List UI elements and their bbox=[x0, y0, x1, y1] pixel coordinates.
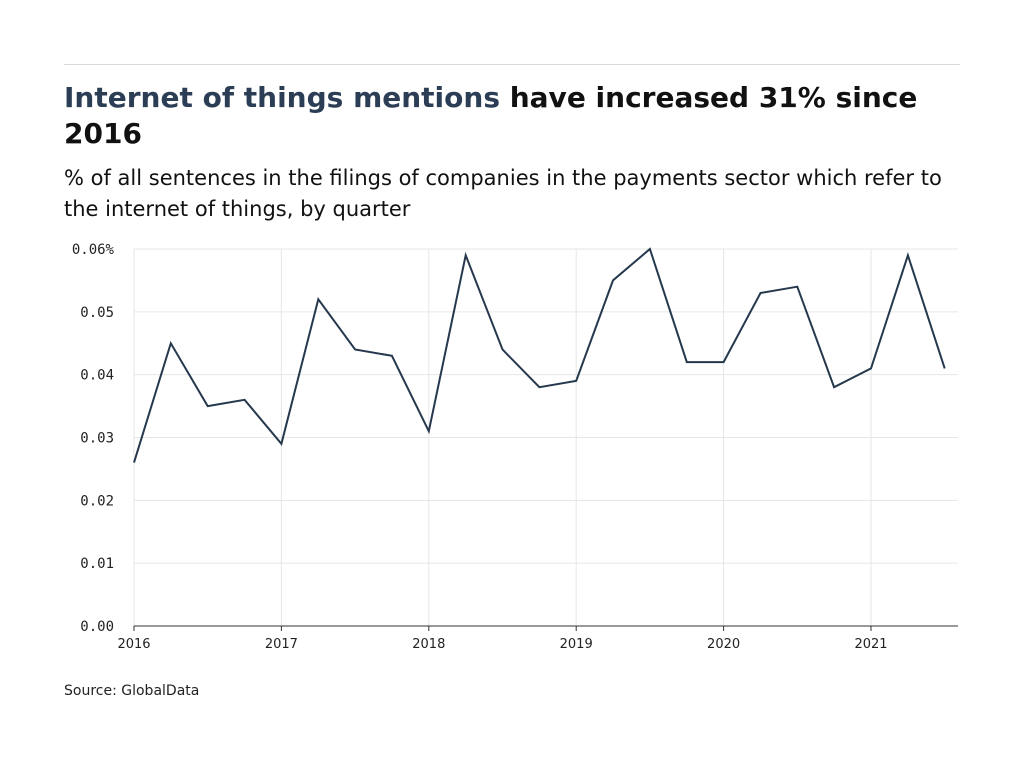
x-gridlines bbox=[133, 249, 872, 626]
y-tick-label: 0.03 bbox=[80, 431, 114, 447]
y-axis-tick-labels: 0.00 0.01 0.02 0.03 0.04 0.05 0.06% bbox=[72, 242, 115, 635]
x-axis-tick-labels: 2016 2017 2018 2019 2020 2021 bbox=[117, 637, 887, 652]
y-tick-label: 0.01 bbox=[80, 556, 114, 572]
chart-subtitle: % of all sentences in the filings of com… bbox=[64, 166, 942, 221]
y-tick-label: 0.00 bbox=[80, 619, 114, 635]
x-tick-label: 2019 bbox=[560, 637, 593, 652]
x-tick-label: 2020 bbox=[707, 637, 740, 652]
y-tick-label: 0.05 bbox=[80, 305, 114, 321]
x-axis bbox=[133, 625, 958, 631]
chart-title-rest: have increased 31% since 2016 bbox=[64, 81, 918, 150]
y-tick-label: 0.04 bbox=[80, 368, 114, 384]
x-tick-label: 2017 bbox=[265, 637, 298, 652]
y-gridlines bbox=[134, 248, 958, 564]
series-line bbox=[133, 247, 946, 463]
x-tick-label: 2016 bbox=[117, 637, 150, 652]
y-tick-label: 0.02 bbox=[80, 493, 114, 509]
y-tick-label: 0.06% bbox=[72, 242, 115, 258]
x-tick-label: 2021 bbox=[854, 637, 887, 652]
source-note: Source: GlobalData bbox=[64, 683, 200, 699]
chart-title: Internet of things mentions have increas… bbox=[64, 80, 944, 152]
top-divider bbox=[64, 64, 960, 65]
series-lines bbox=[133, 247, 946, 463]
x-tick-label: 2018 bbox=[412, 637, 445, 652]
chart-title-highlight: Internet of things mentions bbox=[64, 81, 500, 114]
